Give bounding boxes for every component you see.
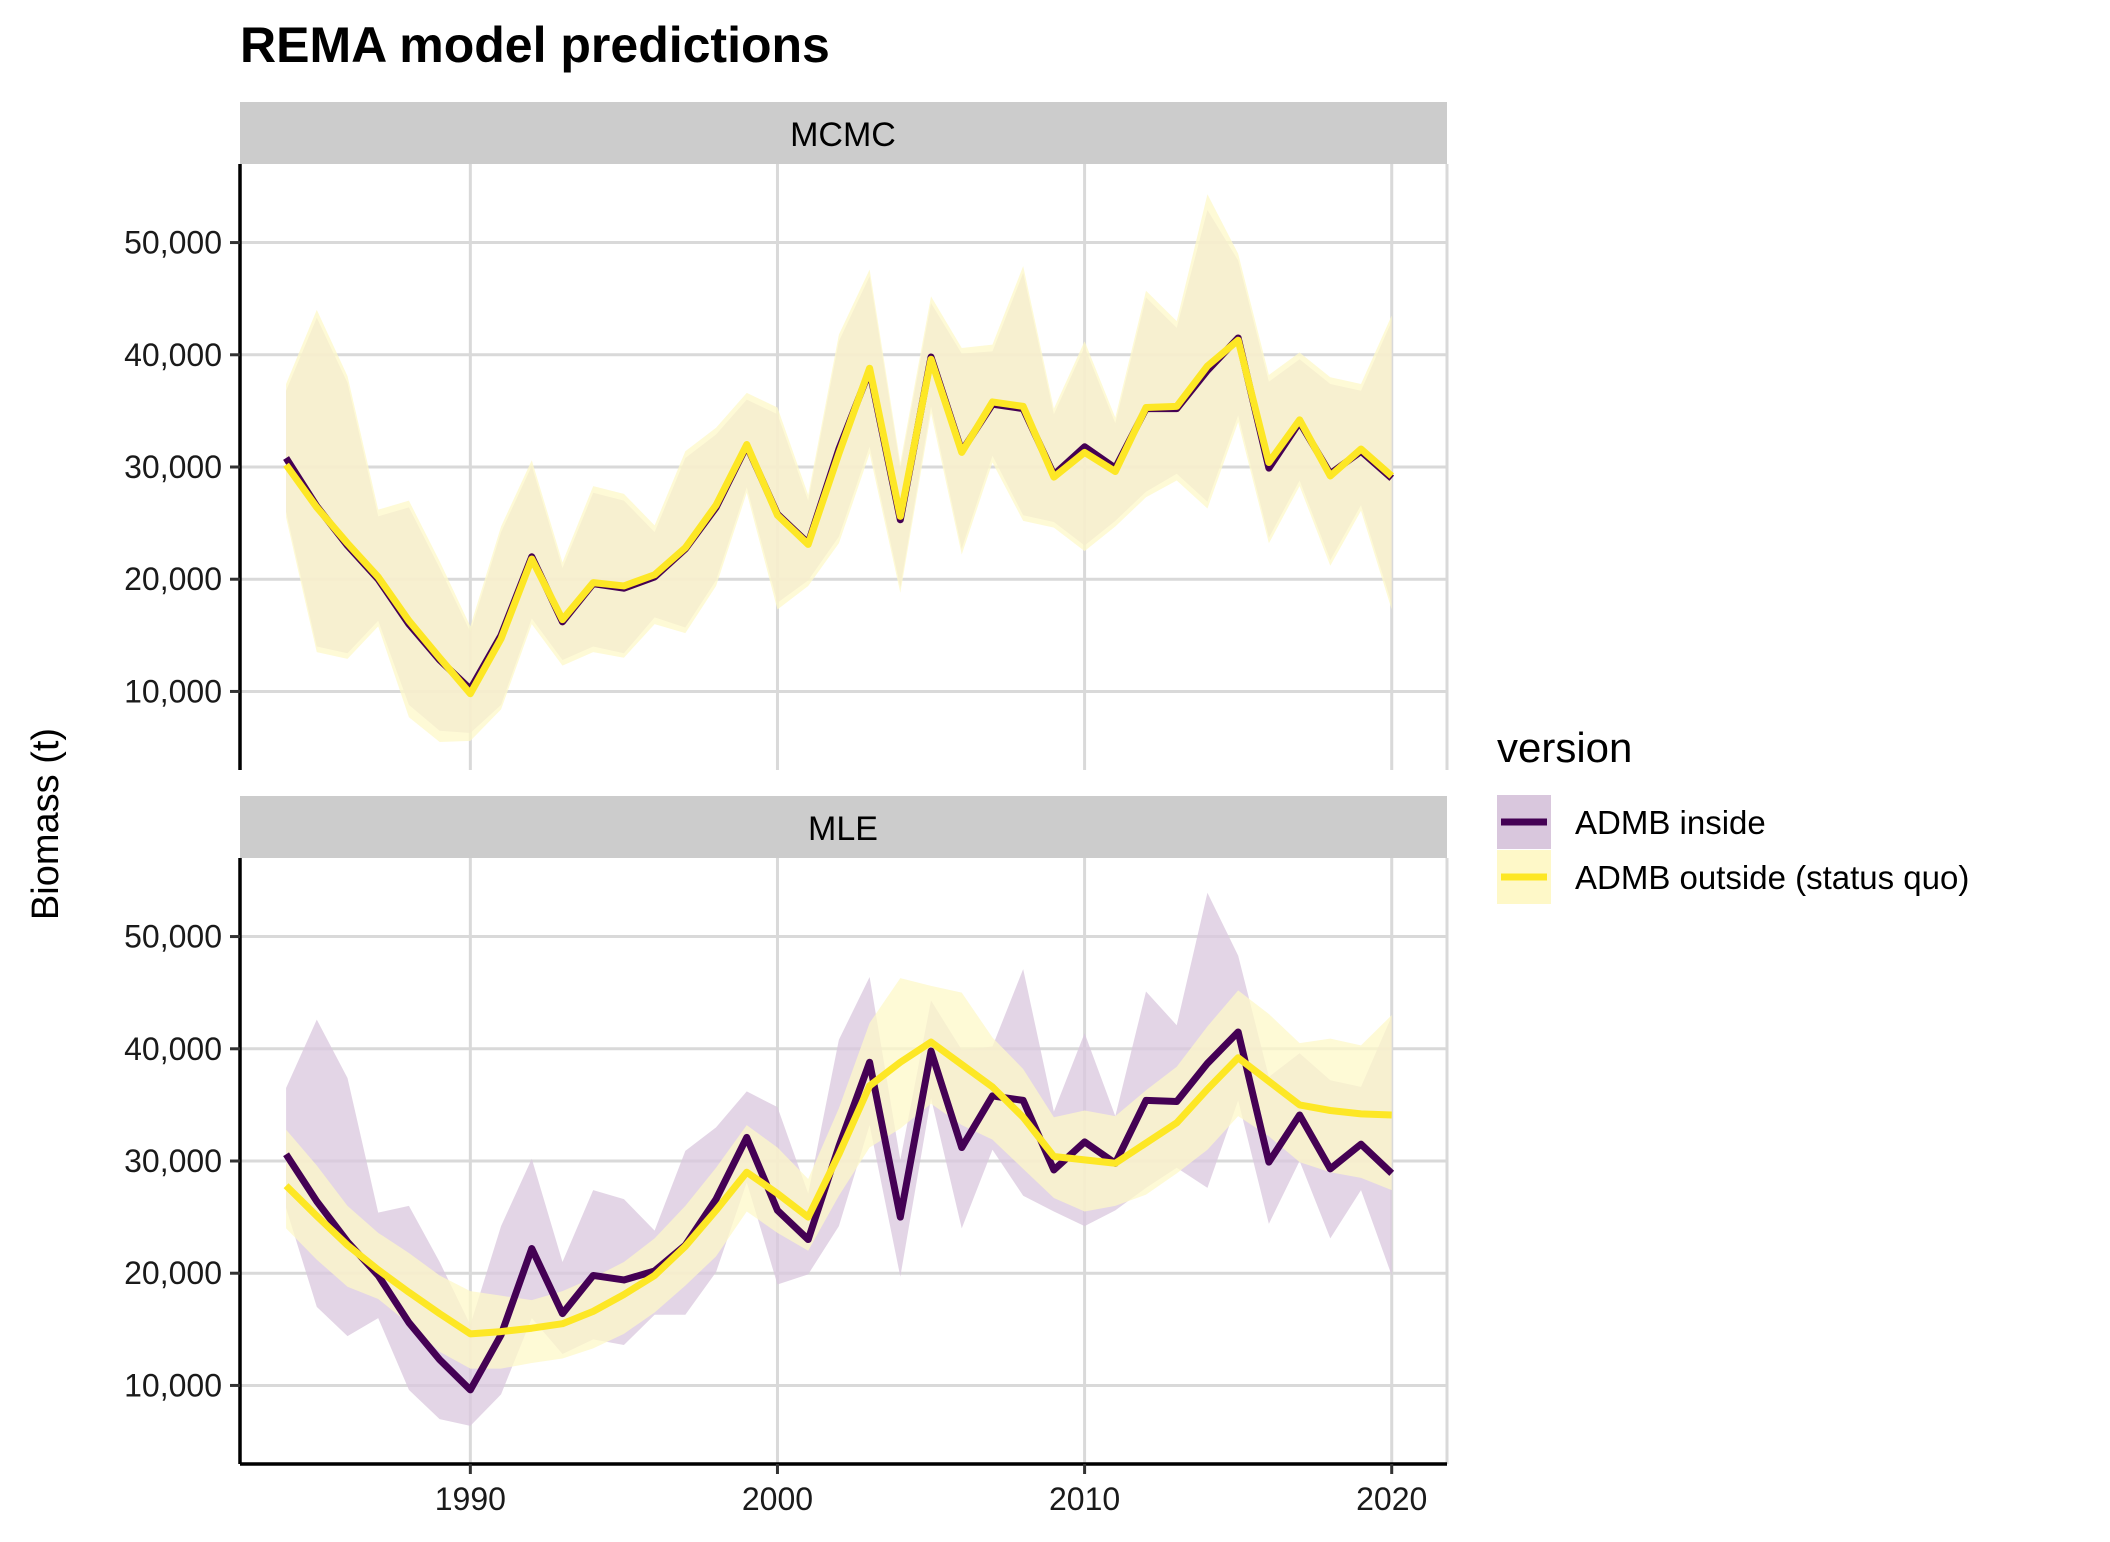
y-tick-label: 20,000 [124,1255,222,1291]
chart-title: REMA model predictions [240,17,830,73]
x-tick-label: 2010 [1049,1481,1120,1517]
legend-title: version [1497,724,1632,771]
y-tick-label: 20,000 [124,561,222,597]
x-tick-label: 2020 [1356,1481,1427,1517]
series-line-mle-outside [283,1038,1392,1338]
y-tick-label: 40,000 [124,1031,222,1067]
y-tick-label: 50,000 [124,225,222,261]
y-tick-label: 40,000 [124,337,222,373]
legend: version ADMB inside ADMB outside (status… [1497,724,1969,904]
panel-mle: MLE 10,000 20,000 30,000 40,000 50,000 1990 20… [124,796,1449,1517]
y-axis-title: Biomass (t) [25,728,67,920]
plot-area-mcmc: 10,000 20,000 30,000 40,000 50,000 [124,164,1449,770]
series-line-mcmc-outside [283,336,1395,698]
y-tick-label: 30,000 [124,449,222,485]
strip-mcmc [240,102,1447,164]
y-tick-label: 10,000 [124,1367,222,1403]
plot-area-mle: 10,000 20,000 30,000 40,000 50,000 1990 2000 20… [124,858,1449,1517]
y-tick-label: 10,000 [124,673,222,709]
strip-label-mcmc: MCMC [790,116,896,154]
ci-ribbon-mle-outside [286,978,1392,1369]
x-tick-label: 2000 [742,1481,813,1517]
legend-label-inside: ADMB inside [1575,804,1766,841]
panel-mcmc: MCMC 10,000 20,000 30,000 40,000 50,000 [124,102,1449,770]
strip-mle [240,796,1447,858]
ci-ribbon-mcmc-outside [286,194,1392,742]
legend-label-outside: ADMB outside (status quo) [1575,859,1969,896]
y-tick-label: 50,000 [124,919,222,955]
y-tick-label: 30,000 [124,1143,222,1179]
x-tick-label: 1990 [435,1481,506,1517]
strip-label-mle: MLE [808,810,878,848]
